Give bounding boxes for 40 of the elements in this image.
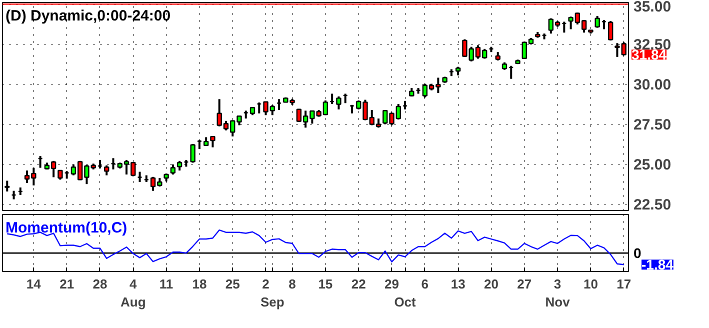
candlestick xyxy=(608,20,614,42)
x-tick-label: 20 xyxy=(484,276,498,292)
y-tick-label: 30.00 xyxy=(634,76,672,94)
candlestick xyxy=(4,180,10,192)
x-tick-label: 25 xyxy=(225,276,240,292)
x-tick-label: 2 xyxy=(262,276,270,292)
x-tick-label: 29 xyxy=(384,276,399,292)
x-tick-label: 28 xyxy=(92,276,108,292)
x-tick-label: 18 xyxy=(192,276,207,292)
x-tick-label: 17 xyxy=(616,276,632,292)
x-tick-label: 15 xyxy=(318,276,333,292)
y-tick-label: 35.00 xyxy=(634,0,672,16)
x-tick-label: Oct xyxy=(394,294,417,310)
x-tick-label: 22 xyxy=(351,276,366,292)
text: 0 xyxy=(634,245,642,262)
candlestick xyxy=(104,164,110,176)
annotation: -1.84 xyxy=(642,256,674,273)
chart-title: (D) Dynamic,0:00-24:00 xyxy=(6,8,171,24)
x-tick-label: Sep xyxy=(260,294,284,310)
x-tick-label: 4 Aug xyxy=(120,276,146,310)
y-tick-label: 27.50 xyxy=(634,116,672,134)
x-tick-label: 10 xyxy=(583,276,598,292)
x-tick-label: 13 xyxy=(450,276,466,292)
y-tick-label: 22.50 xyxy=(634,196,672,214)
x-tick-label: 6 xyxy=(421,276,429,292)
x-tick-label: 3 Nov xyxy=(545,276,571,310)
y-tick-label: 25.00 xyxy=(634,156,672,174)
candlestick xyxy=(58,169,63,181)
candlestick xyxy=(594,14,600,29)
x-tick-label: 21 xyxy=(60,276,74,292)
candlestick xyxy=(170,163,176,176)
x-tick-label: 27 xyxy=(517,276,532,292)
chart-title: Momentum(10,C) xyxy=(6,220,128,236)
candlestick xyxy=(176,160,182,172)
candlestick xyxy=(210,135,216,148)
x-tick-label: 8 xyxy=(288,276,296,292)
x-tick-label: 14 xyxy=(26,276,42,292)
candlestick xyxy=(190,142,196,164)
x-tick-label: 11 xyxy=(159,276,174,292)
candlestick xyxy=(336,95,342,110)
